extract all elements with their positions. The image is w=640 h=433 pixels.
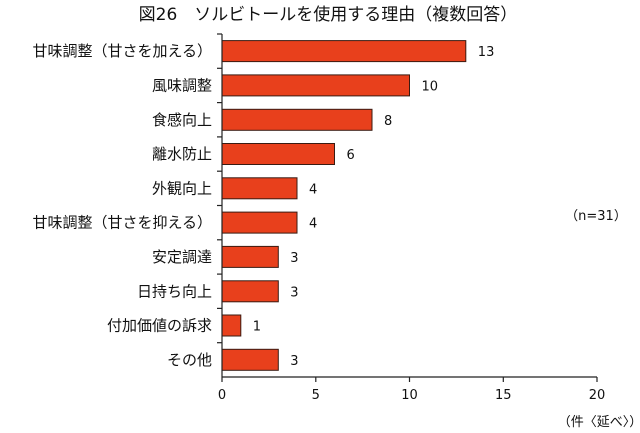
value-label-4: 6 (347, 148, 355, 163)
bar-3 (221, 108, 373, 131)
value-label-2: 10 (422, 79, 439, 94)
category-label-7: 安定調達 (152, 248, 212, 266)
category-label-1: 甘味調整（甘さを加える） (32, 42, 212, 60)
sample-size-note: （n=31） (565, 209, 627, 224)
bar-4 (221, 143, 335, 165)
value-label-8: 3 (290, 285, 298, 300)
x-tick-label-10: 10 (401, 388, 418, 403)
chart-title: 図26 ソルビトールを使用する理由（複数回答） (139, 4, 518, 25)
category-label-5: 外観向上 (152, 179, 212, 197)
category-labels: 甘味調整（甘さを加える） 風味調整食感向上離水防止外観向上甘味調整（甘さを抑える）… (32, 42, 212, 369)
x-axis-unit-label: （件〈延べ〉） (558, 415, 640, 430)
x-tick-labels: 0 5 10 15 20 (218, 388, 605, 403)
bar-8 (221, 280, 279, 303)
x-tick-label-5: 5 (312, 388, 320, 403)
value-label-7: 3 (290, 251, 298, 266)
category-label-10: その他 (167, 351, 212, 369)
value-label-6: 4 (309, 217, 317, 232)
bar-10 (221, 348, 279, 371)
axes (217, 33, 598, 382)
bar-5 (221, 177, 298, 200)
category-label-4: 離水防止 (152, 145, 212, 163)
x-tick-label-20: 20 (589, 388, 606, 403)
category-label-8: 日持ち向上 (137, 282, 212, 300)
bar-1 (221, 40, 467, 63)
x-tick-label-0: 0 (218, 388, 226, 403)
category-label-9: 付加価値の訴求 (107, 317, 212, 335)
bar-9 (221, 314, 242, 337)
x-tick-label-15: 15 (495, 388, 512, 403)
value-label-5: 4 (309, 182, 317, 197)
category-label-3: 食感向上 (152, 111, 212, 129)
bar-7 (221, 245, 279, 268)
bar-6 (221, 211, 298, 234)
category-label-6: 甘味調整（甘さを抑える） (32, 214, 212, 232)
value-label-9: 1 (253, 320, 261, 335)
value-label-10: 3 (290, 354, 298, 369)
value-label-1: 13 (478, 45, 495, 60)
value-label-3: 8 (384, 114, 392, 129)
category-label-2: 風味調整 (152, 76, 212, 94)
bar-2 (221, 74, 410, 97)
